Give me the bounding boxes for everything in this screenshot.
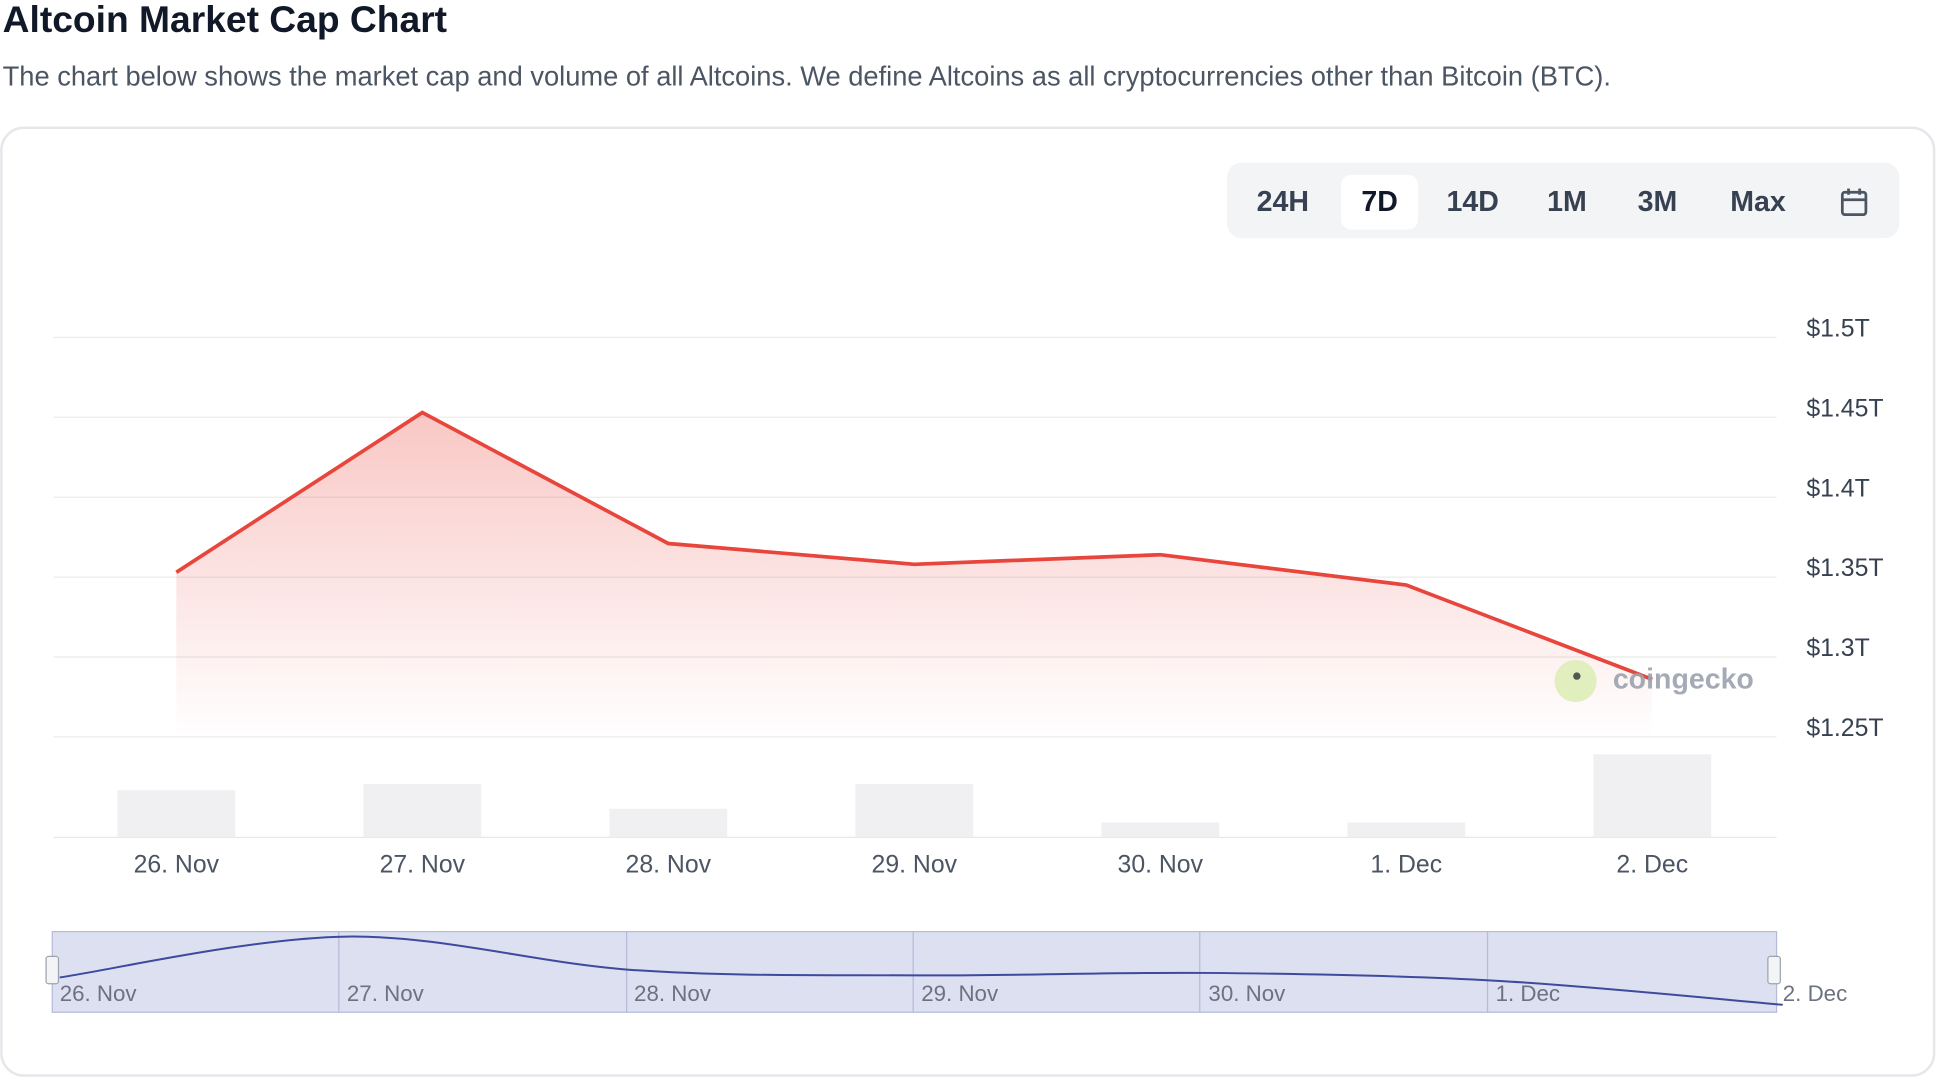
volume-bar [1593,754,1712,838]
volume-bar [117,790,236,838]
x-tick-label: 29. Nov [872,851,958,878]
range-button[interactable]: 14D [1446,186,1498,218]
y-tick-label: $1.25T [1806,715,1883,742]
navigator-handle[interactable] [1767,955,1781,985]
area-fill [176,412,1653,737]
navigator-label: 26. Nov [60,981,138,1006]
navigator-line [59,935,1783,1006]
volume-bar [363,784,482,838]
navigator-label: 1. Dec [1496,981,1560,1006]
x-tick-label: 27. Nov [380,851,466,878]
subtitle: The chart below shows the market cap and… [3,60,1611,91]
navigator-label: 27. Nov [347,981,425,1006]
volume-bar [609,808,728,838]
range-button[interactable]: Max [1730,186,1786,218]
range-button[interactable]: 7D [1361,186,1397,218]
calendar-button[interactable] [1840,188,1868,216]
x-tick-label: 30. Nov [1118,851,1204,878]
navigator-label: 30. Nov [1208,981,1286,1006]
market-cap-line [175,410,1653,682]
watermark-logo [1554,659,1597,703]
range-button-selected[interactable] [1341,174,1419,230]
y-tick-label: $1.3T [1806,635,1869,662]
x-tick-label: 28. Nov [626,851,712,878]
y-tick-label: $1.45T [1806,395,1883,422]
navigator-handle[interactable] [45,955,60,985]
volume-bar [855,784,974,838]
navigator-label: 29. Nov [921,981,999,1006]
range-button[interactable]: 3M [1638,186,1678,218]
range-button[interactable]: 1M [1547,186,1587,218]
navigator-label: 2. Dec [1783,981,1848,1006]
x-tick-label: 26. Nov [134,851,220,878]
x-tick-label: 2. Dec [1616,851,1688,878]
x-tick-label: 1. Dec [1370,851,1442,878]
y-tick-label: $1.35T [1806,555,1883,582]
y-tick-label: $1.4T [1806,475,1869,502]
watermark-logo-eye [1573,672,1581,680]
volume-bar [1347,822,1466,838]
y-tick-label: $1.5T [1806,316,1869,343]
title: Altcoin Market Cap Chart [3,0,447,40]
watermark: coingecko [1613,664,1754,696]
navigator-label: 28. Nov [634,981,712,1006]
range-button[interactable]: 24H [1257,186,1309,218]
volume-bar [1101,822,1220,838]
